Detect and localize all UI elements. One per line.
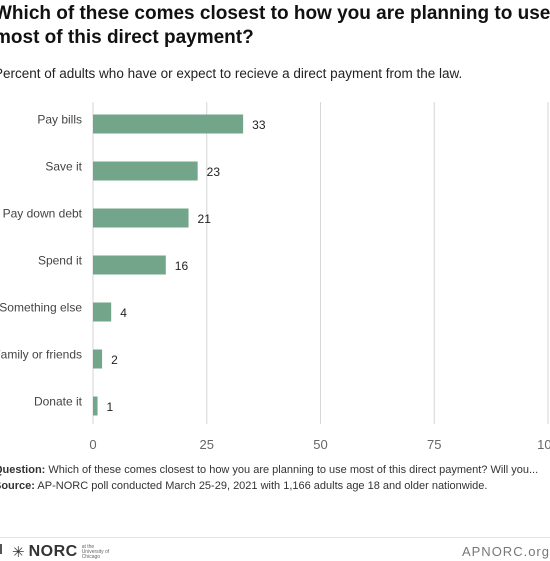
category-label: Save it bbox=[45, 160, 82, 174]
x-tick-label: 25 bbox=[200, 437, 214, 452]
norc-logo-tagline: at the University of Chicago bbox=[81, 543, 110, 560]
category-label: Spend it bbox=[38, 254, 83, 268]
question-note: Question: Which of these comes closest t… bbox=[0, 464, 550, 476]
category-labels: Pay bills Save it Pay down debt Spend it Som… bbox=[0, 113, 83, 409]
bar bbox=[93, 396, 98, 416]
footer-logo-mark bbox=[0, 544, 2, 554]
value-label: 2 bbox=[111, 353, 118, 367]
question-label: Question: bbox=[0, 464, 46, 476]
bar bbox=[93, 349, 103, 369]
category-label: Pay bills bbox=[37, 113, 82, 127]
source-note: Source: AP-NORC poll conducted March 25-… bbox=[0, 480, 550, 492]
question-text: Which of these comes closest to how you … bbox=[48, 464, 539, 476]
category-label: Something else bbox=[0, 301, 82, 315]
category-label: Donate it bbox=[34, 395, 83, 409]
value-label: 21 bbox=[198, 212, 212, 226]
bar bbox=[93, 208, 189, 228]
bar bbox=[93, 255, 166, 275]
ap-norc-brand[interactable]: APNORC.org bbox=[461, 544, 550, 559]
norc-logo[interactable]: ✳ NORC at the University of Chicago bbox=[12, 543, 116, 561]
x-tick-label: 75 bbox=[427, 437, 441, 452]
source-text: AP-NORC poll conducted March 25-29, 2021… bbox=[37, 480, 488, 492]
chart-title: Which of these comes closest to how you … bbox=[0, 3, 550, 48]
bar bbox=[93, 114, 244, 134]
category-label: Pay down debt bbox=[3, 207, 83, 221]
footer-divider bbox=[0, 537, 550, 538]
value-label: 23 bbox=[207, 165, 221, 179]
bar-chart: Pay bills Save it Pay down debt Spend it Som… bbox=[0, 102, 550, 452]
norc-logo-name: NORC bbox=[28, 543, 78, 560]
x-axis-ticks: 0 25 50 75 100 bbox=[89, 437, 550, 452]
norc-asterisk-icon: ✳ bbox=[12, 544, 25, 561]
value-label: 33 bbox=[252, 118, 266, 132]
bar bbox=[93, 161, 198, 181]
bars bbox=[93, 114, 244, 416]
source-label: Source: bbox=[0, 480, 35, 492]
value-label: 1 bbox=[107, 400, 114, 414]
bar bbox=[93, 302, 112, 322]
x-tick-label: 100 bbox=[537, 437, 550, 452]
value-label: 16 bbox=[175, 259, 189, 273]
x-tick-label: 0 bbox=[89, 437, 96, 452]
value-label: 4 bbox=[120, 306, 127, 320]
chart-subtitle: Percent of adults who have or expect to … bbox=[0, 66, 463, 81]
category-label: Family or friends bbox=[0, 348, 82, 362]
x-tick-label: 50 bbox=[313, 437, 327, 452]
